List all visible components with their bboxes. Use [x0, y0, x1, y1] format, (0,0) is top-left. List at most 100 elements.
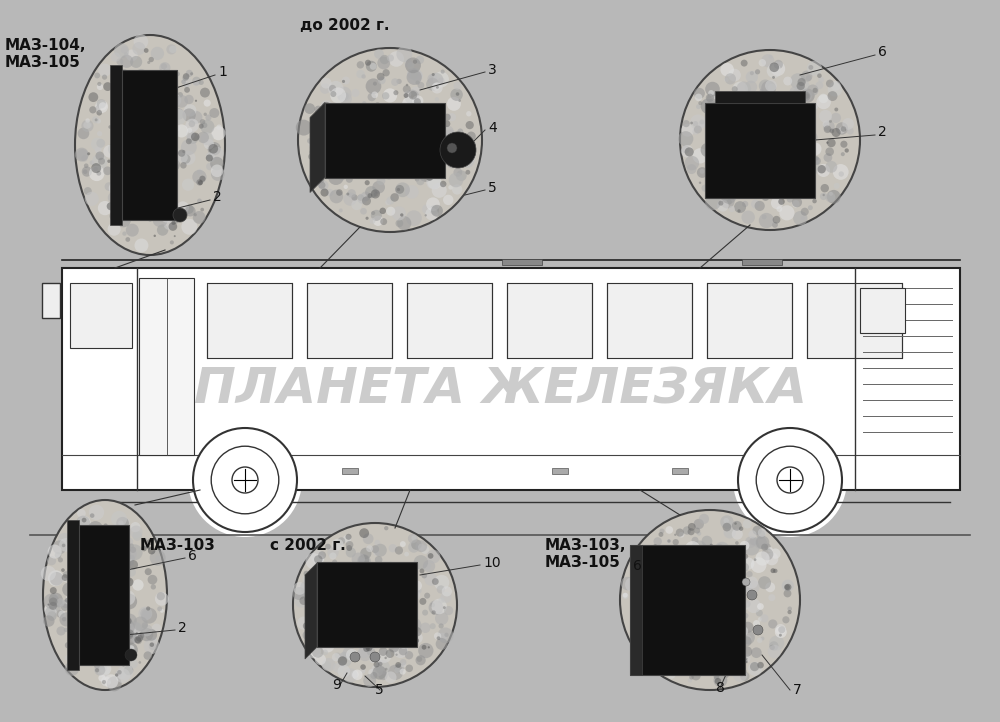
Circle shape	[794, 141, 802, 149]
Bar	[705, 103, 815, 198]
Circle shape	[387, 140, 400, 152]
Circle shape	[308, 136, 322, 150]
Circle shape	[190, 72, 193, 75]
Circle shape	[847, 127, 854, 134]
Circle shape	[439, 623, 444, 629]
Circle shape	[411, 626, 417, 632]
Circle shape	[163, 88, 171, 97]
Circle shape	[759, 59, 766, 66]
Circle shape	[759, 79, 772, 92]
Circle shape	[452, 184, 462, 195]
Circle shape	[75, 600, 87, 612]
Bar	[110, 65, 122, 225]
Circle shape	[121, 657, 126, 662]
Circle shape	[138, 661, 141, 664]
Circle shape	[746, 71, 758, 83]
Circle shape	[375, 630, 391, 645]
Circle shape	[708, 560, 715, 567]
Circle shape	[733, 667, 747, 682]
Circle shape	[411, 632, 423, 643]
Circle shape	[720, 178, 736, 193]
Circle shape	[82, 612, 86, 615]
Circle shape	[839, 171, 844, 177]
Circle shape	[108, 143, 120, 155]
Circle shape	[432, 152, 448, 168]
Circle shape	[102, 680, 106, 684]
Circle shape	[318, 551, 326, 559]
Circle shape	[126, 224, 139, 237]
Circle shape	[678, 596, 685, 604]
Circle shape	[101, 677, 111, 687]
Circle shape	[307, 645, 321, 658]
Circle shape	[756, 108, 771, 123]
Circle shape	[150, 549, 166, 566]
Circle shape	[101, 581, 113, 593]
Circle shape	[762, 214, 767, 219]
Circle shape	[368, 193, 372, 198]
Circle shape	[144, 651, 152, 660]
Circle shape	[178, 150, 184, 156]
Circle shape	[778, 626, 785, 633]
Bar	[139, 278, 194, 455]
Circle shape	[294, 593, 309, 608]
Circle shape	[377, 73, 385, 81]
Circle shape	[61, 604, 68, 611]
Circle shape	[747, 590, 757, 600]
Circle shape	[191, 133, 200, 141]
Circle shape	[109, 181, 122, 195]
Circle shape	[764, 544, 771, 550]
Circle shape	[138, 632, 144, 639]
Circle shape	[718, 619, 721, 622]
Circle shape	[676, 591, 681, 596]
Circle shape	[151, 584, 156, 590]
Circle shape	[110, 212, 119, 221]
Circle shape	[794, 130, 806, 142]
Circle shape	[662, 565, 676, 579]
Circle shape	[453, 82, 462, 90]
Circle shape	[673, 562, 678, 568]
Circle shape	[438, 77, 445, 85]
Circle shape	[688, 528, 695, 535]
Circle shape	[405, 108, 409, 113]
Circle shape	[147, 61, 150, 64]
Circle shape	[128, 645, 134, 652]
Circle shape	[386, 196, 395, 205]
Circle shape	[181, 151, 196, 165]
Circle shape	[751, 557, 766, 573]
Circle shape	[755, 150, 768, 163]
Circle shape	[692, 536, 698, 544]
Circle shape	[790, 106, 798, 114]
Circle shape	[96, 105, 101, 110]
Circle shape	[757, 638, 762, 643]
Bar	[707, 283, 792, 358]
Circle shape	[358, 629, 363, 634]
Circle shape	[122, 92, 126, 96]
Circle shape	[401, 578, 415, 593]
Circle shape	[346, 152, 351, 157]
Circle shape	[701, 185, 709, 192]
Circle shape	[317, 164, 326, 173]
Text: 7: 7	[793, 683, 802, 697]
Circle shape	[386, 614, 394, 622]
Bar	[62, 268, 960, 490]
Circle shape	[793, 86, 809, 102]
Circle shape	[736, 612, 741, 617]
Circle shape	[117, 215, 123, 220]
Circle shape	[52, 540, 67, 554]
Circle shape	[739, 108, 744, 114]
Circle shape	[772, 76, 775, 79]
Circle shape	[360, 151, 366, 156]
Circle shape	[200, 208, 204, 212]
Circle shape	[403, 85, 411, 93]
Circle shape	[751, 199, 760, 209]
Circle shape	[817, 74, 822, 78]
Circle shape	[88, 645, 93, 651]
Circle shape	[335, 653, 341, 658]
Circle shape	[314, 562, 323, 572]
Circle shape	[111, 648, 122, 658]
Circle shape	[308, 174, 314, 180]
Circle shape	[694, 126, 702, 134]
Circle shape	[768, 54, 773, 58]
Circle shape	[665, 526, 673, 534]
Circle shape	[739, 560, 746, 567]
